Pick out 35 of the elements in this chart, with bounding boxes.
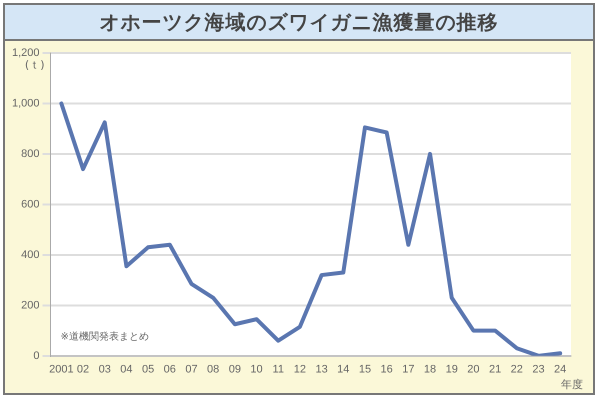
annotation: ※道機関発表まとめ — [60, 330, 149, 342]
y-tick-label: 600 — [21, 198, 40, 210]
x-tick-label: 13 — [315, 363, 328, 376]
y-tick-label: 0 — [33, 350, 40, 362]
x-tick-label: 06 — [164, 363, 176, 376]
y-tick-label: 400 — [21, 248, 40, 261]
chart-title: オホーツク海域のズワイガニ漁獲量の推移 — [5, 5, 593, 41]
x-tick-label: 09 — [228, 363, 241, 376]
x-tick-label: 22 — [510, 363, 523, 376]
x-tick-label: 12 — [294, 363, 306, 376]
x-tick-label: 03 — [98, 363, 111, 376]
y-tick-label: 200 — [21, 299, 40, 312]
y-axis-title: (ｔ) — [24, 58, 45, 72]
y-tick-label: 1,000 — [12, 98, 40, 110]
x-tick-label: 16 — [380, 363, 393, 376]
x-tick-label: 18 — [424, 363, 436, 376]
x-tick-label: 23 — [532, 363, 545, 376]
x-tick-label: 02 — [76, 363, 90, 376]
x-tick-label: 17 — [402, 363, 414, 376]
y-tick-label: 1,200 — [12, 47, 40, 60]
x-tick-label: 11 — [272, 363, 284, 376]
y-tick-label: 800 — [21, 148, 40, 160]
x-tick-label: 20 — [467, 363, 480, 376]
x-tick-label: 2001 — [49, 363, 74, 376]
x-tick-label: 04 — [120, 363, 133, 376]
x-tick-label: 10 — [250, 363, 263, 376]
x-tick-label: 08 — [207, 363, 220, 376]
x-tick-label: 19 — [446, 363, 458, 376]
x-tick-label: 24 — [554, 363, 566, 376]
x-tick-label: 15 — [358, 363, 372, 376]
x-tick-label: 21 — [488, 363, 502, 376]
x-tick-label: 14 — [337, 363, 350, 376]
x-axis-title: 年度 — [561, 378, 583, 392]
x-tick-label: 05 — [142, 363, 154, 376]
x-tick-label: 07 — [185, 363, 198, 376]
